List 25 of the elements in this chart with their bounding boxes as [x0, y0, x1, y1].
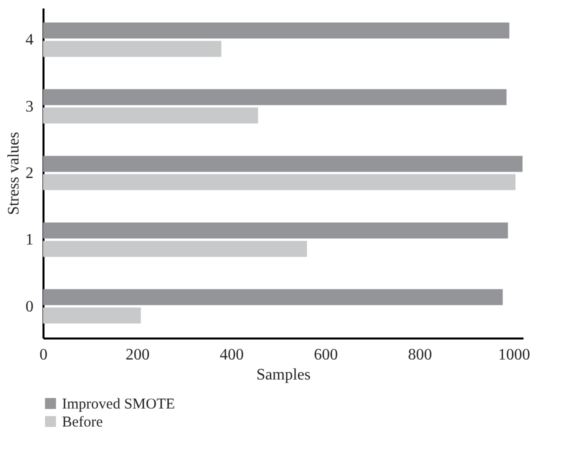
bar — [43, 40, 222, 57]
bar — [43, 240, 307, 257]
y-tick-label: 4 — [26, 32, 34, 49]
bar — [43, 156, 523, 172]
y-tick-label: 3 — [26, 98, 34, 116]
y-tick-label: 1 — [26, 232, 34, 249]
bar — [43, 22, 510, 38]
x-tick-label: 200 — [126, 346, 150, 364]
bar — [43, 308, 141, 324]
legend-label: Before — [62, 414, 104, 430]
bar — [43, 289, 503, 306]
x-tick-label: 600 — [314, 346, 338, 364]
x-tick-label: 0 — [40, 346, 48, 364]
x-tick-label: 1000 — [498, 346, 530, 364]
y-tick-label: 2 — [26, 165, 34, 182]
y-axis-title: Stress values — [6, 132, 22, 216]
bar — [43, 108, 258, 124]
legend-label: Improved SMOTE — [62, 396, 175, 412]
x-axis-title: Samples — [256, 366, 311, 384]
bar — [43, 174, 516, 190]
x-tick-label: 400 — [220, 346, 244, 364]
x-tick-label: 800 — [408, 346, 432, 364]
bar — [43, 89, 507, 106]
y-tick-label: 0 — [26, 298, 34, 316]
bar — [43, 222, 508, 238]
